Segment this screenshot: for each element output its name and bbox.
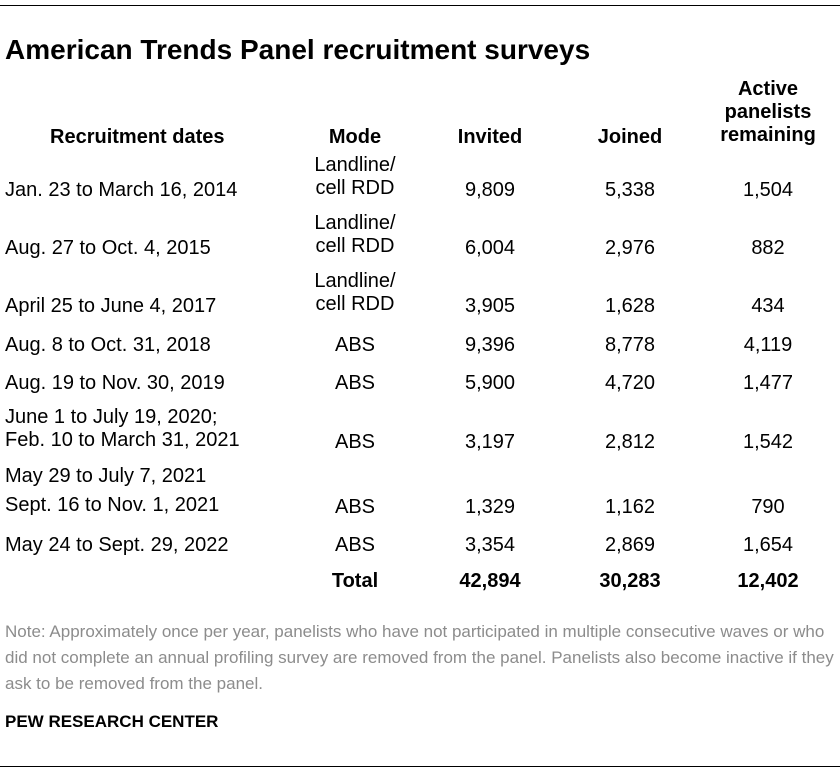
active-cell: 1,654: [742, 534, 794, 556]
invited-cell: 3,354: [464, 534, 516, 556]
invited-cell: 1,329: [464, 496, 516, 518]
joined-cell: 2,812: [604, 431, 656, 453]
mode-line: ABS: [334, 372, 376, 394]
header-active-line: panelists: [724, 101, 812, 123]
recruitment-dates: April 25 to June 4, 2017: [5, 295, 216, 318]
date-range: Sept. 16 to Nov. 1, 2021: [5, 494, 220, 516]
date-range: May 24 to Sept. 29, 2022: [5, 534, 229, 556]
mode-cell: ABS: [300, 496, 410, 519]
date-range: Aug. 8 to Oct. 31, 2018: [5, 334, 211, 356]
footnote: Note: Approximately once per year, panel…: [5, 622, 834, 693]
joined-cell: 8,778: [604, 334, 656, 356]
recruitment-dates: May 29 to July 7, 2021 Sept. 16 to Nov. …: [5, 465, 219, 517]
mode-line: Landline/: [314, 154, 396, 176]
recruitment-dates: May 24 to Sept. 29, 2022: [5, 534, 229, 557]
date-range: Aug. 27 to Oct. 4, 2015: [5, 237, 211, 259]
top-rule: [0, 5, 840, 6]
total-label: Total: [331, 570, 379, 592]
mode-cell: Landline/ cell RDD: [300, 154, 410, 200]
mode-line: ABS: [334, 334, 376, 356]
mode-cell: Landline/ cell RDD: [300, 212, 410, 258]
header-active-panelists: Active panelists remaining: [710, 78, 826, 147]
header-joined: Joined: [597, 126, 663, 148]
date-range: Jan. 23 to March 16, 2014: [5, 179, 238, 201]
header-active-line: remaining: [720, 124, 816, 146]
header-recruitment-dates: Recruitment dates: [50, 126, 225, 148]
total-joined: 30,283: [599, 570, 661, 592]
header-mode: Mode: [328, 126, 382, 148]
joined-cell: 2,976: [604, 237, 656, 259]
date-range: Aug. 19 to Nov. 30, 2019: [5, 372, 225, 394]
active-cell: 882: [751, 237, 785, 259]
active-cell: 4,119: [743, 334, 793, 356]
active-cell: 434: [751, 295, 785, 317]
date-range: Feb. 10 to March 31, 2021: [5, 429, 240, 451]
joined-cell: 2,869: [604, 534, 656, 556]
date-range: June 1 to July 19, 2020;: [5, 406, 218, 428]
recruitment-dates: Jan. 23 to March 16, 2014: [5, 179, 237, 202]
source-credit: PEW RESEARCH CENTER: [5, 712, 219, 731]
total-invited: 42,894: [459, 570, 521, 592]
mode-line: ABS: [334, 534, 376, 556]
joined-cell: 1,162: [604, 496, 656, 518]
mode-line: cell RDD: [315, 177, 395, 199]
mode-cell: Landline/ cell RDD: [300, 270, 410, 316]
recruitment-dates: Aug. 27 to Oct. 4, 2015: [5, 237, 211, 260]
mode-line: cell RDD: [315, 293, 395, 315]
mode-cell: ABS: [300, 534, 410, 557]
invited-cell: 3,197: [464, 431, 516, 453]
mode-line: Landline/: [314, 270, 396, 292]
recruitment-dates: Aug. 8 to Oct. 31, 2018: [5, 334, 211, 357]
joined-cell: 4,720: [604, 372, 656, 394]
mode-line: Landline/: [314, 212, 396, 234]
active-cell: 1,477: [742, 372, 794, 394]
date-range: April 25 to June 4, 2017: [5, 295, 217, 317]
recruitment-dates: Aug. 19 to Nov. 30, 2019: [5, 372, 225, 395]
mode-cell: ABS: [300, 431, 410, 454]
active-cell: 1,542: [742, 431, 794, 453]
invited-cell: 9,809: [464, 179, 516, 201]
active-cell: 790: [751, 496, 785, 518]
header-invited: Invited: [457, 126, 523, 148]
joined-cell: 5,338: [604, 179, 656, 201]
mode-line: cell RDD: [315, 235, 395, 257]
invited-cell: 3,905: [464, 295, 516, 317]
total-active: 12,402: [737, 570, 799, 592]
invited-cell: 6,004: [464, 237, 516, 259]
page-title: American Trends Panel recruitment survey…: [5, 34, 591, 65]
recruitment-dates: June 1 to July 19, 2020; Feb. 10 to Marc…: [5, 406, 240, 452]
active-cell: 1,504: [742, 179, 794, 201]
mode-cell: ABS: [300, 372, 410, 395]
mode-line: ABS: [334, 431, 376, 453]
date-range: May 29 to July 7, 2021: [5, 465, 207, 487]
invited-cell: 5,900: [464, 372, 516, 394]
header-active-line: Active: [737, 78, 799, 100]
joined-cell: 1,628: [604, 295, 656, 317]
invited-cell: 9,396: [464, 334, 516, 356]
mode-line: ABS: [334, 496, 376, 518]
bottom-rule: [0, 766, 840, 767]
mode-cell: ABS: [300, 334, 410, 357]
